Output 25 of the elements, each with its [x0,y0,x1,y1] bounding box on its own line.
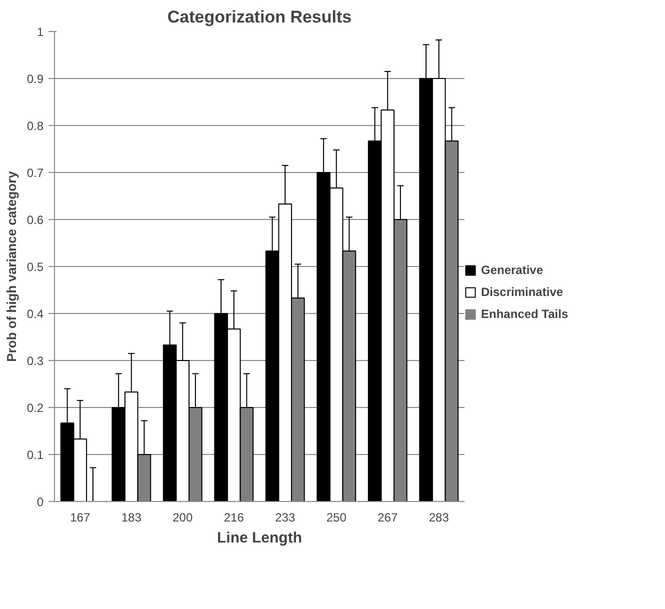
y-tick-label: 1 [36,25,44,39]
y-tick-label: 0.7 [26,166,44,180]
y-tick-label: 0.3 [26,354,44,368]
x-tick-label: 167 [70,510,90,524]
y-axis-title: Prob of high variance category [4,170,19,362]
x-axis-title: Line Length [217,530,302,546]
x-tick-label: 200 [172,510,193,524]
y-tick-label: 0.6 [26,213,44,227]
x-tick-label: 267 [378,510,398,524]
y-tick-label: 0 [36,495,44,509]
legend-label: Enhanced Tails [481,307,568,321]
chart-title: Categorization Results [167,8,352,26]
legend-label: Discriminative [481,285,564,299]
x-tick-label: 216 [224,510,244,524]
y-tick-label: 0.8 [26,119,44,133]
y-tick-label: 0.2 [26,401,44,415]
x-tick-label: 233 [275,510,296,524]
legend-label: Generative [481,263,544,277]
y-tick-label: 0.1 [26,448,44,462]
x-tick-label: 283 [428,510,450,524]
x-tick-label: 250 [326,510,347,524]
y-tick-label: 0.9 [26,72,44,86]
x-tick-label: 183 [121,510,142,524]
y-tick-label: 0.5 [26,260,44,274]
y-tick-label: 0.4 [26,307,44,321]
